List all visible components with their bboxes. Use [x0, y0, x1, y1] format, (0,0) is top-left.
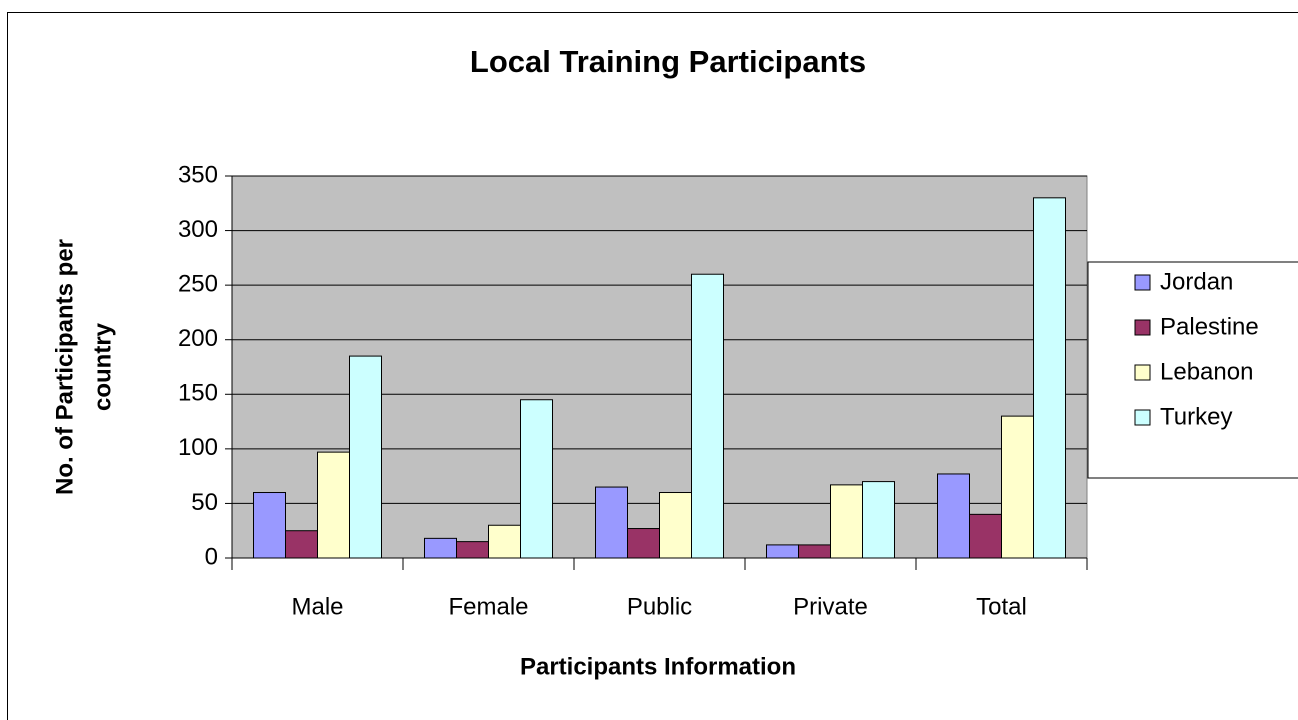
- legend-label: Jordan: [1160, 268, 1233, 295]
- chart-title: Local Training Participants: [470, 44, 866, 79]
- bar: [627, 528, 660, 559]
- legend-swatch: [1134, 409, 1151, 426]
- bar: [349, 355, 382, 559]
- bar: [456, 541, 489, 559]
- y-axis-title-line: country: [89, 322, 116, 411]
- y-tick-label: 100: [178, 434, 218, 461]
- bar: [862, 481, 895, 559]
- legend-box: [1087, 261, 1298, 479]
- x-tick-label: Public: [627, 593, 692, 620]
- bar: [798, 544, 831, 559]
- bar: [691, 273, 724, 559]
- y-tick-label: 250: [178, 270, 218, 297]
- y-axis-title: No. of Participants per country: [51, 239, 116, 495]
- bar: [317, 451, 350, 559]
- bar: [424, 537, 457, 559]
- legend-label: Lebanon: [1160, 358, 1253, 385]
- y-tick-label: 300: [178, 216, 218, 243]
- bar: [488, 524, 521, 559]
- bar: [253, 492, 286, 559]
- y-tick-label: 50: [191, 489, 218, 516]
- bar: [1001, 415, 1034, 559]
- legend-swatch: [1134, 364, 1151, 381]
- bar: [766, 544, 799, 559]
- bar: [520, 399, 553, 559]
- y-tick-label: 150: [178, 380, 218, 407]
- x-tick-label: Female: [448, 593, 528, 620]
- y-tick-label: 350: [178, 161, 218, 188]
- bar: [937, 473, 970, 559]
- legend-label: Turkey: [1160, 403, 1232, 430]
- legend-swatch: [1134, 274, 1151, 291]
- y-tick-label: 200: [178, 325, 218, 352]
- bar: [969, 513, 1002, 559]
- legend-label: Palestine: [1160, 313, 1259, 340]
- y-axis-title-line: No. of Participants per: [51, 239, 78, 495]
- bar: [1033, 197, 1066, 559]
- bar: [830, 484, 863, 559]
- bar: [285, 530, 318, 559]
- x-axis-title: Participants Information: [520, 653, 796, 680]
- bar: [659, 492, 692, 559]
- x-tick-label: Male: [291, 593, 343, 620]
- legend-swatch: [1134, 319, 1151, 336]
- bar: [595, 486, 628, 559]
- y-tick-label: 0: [205, 543, 218, 570]
- x-tick-label: Total: [976, 593, 1027, 620]
- x-tick-label: Private: [793, 593, 868, 620]
